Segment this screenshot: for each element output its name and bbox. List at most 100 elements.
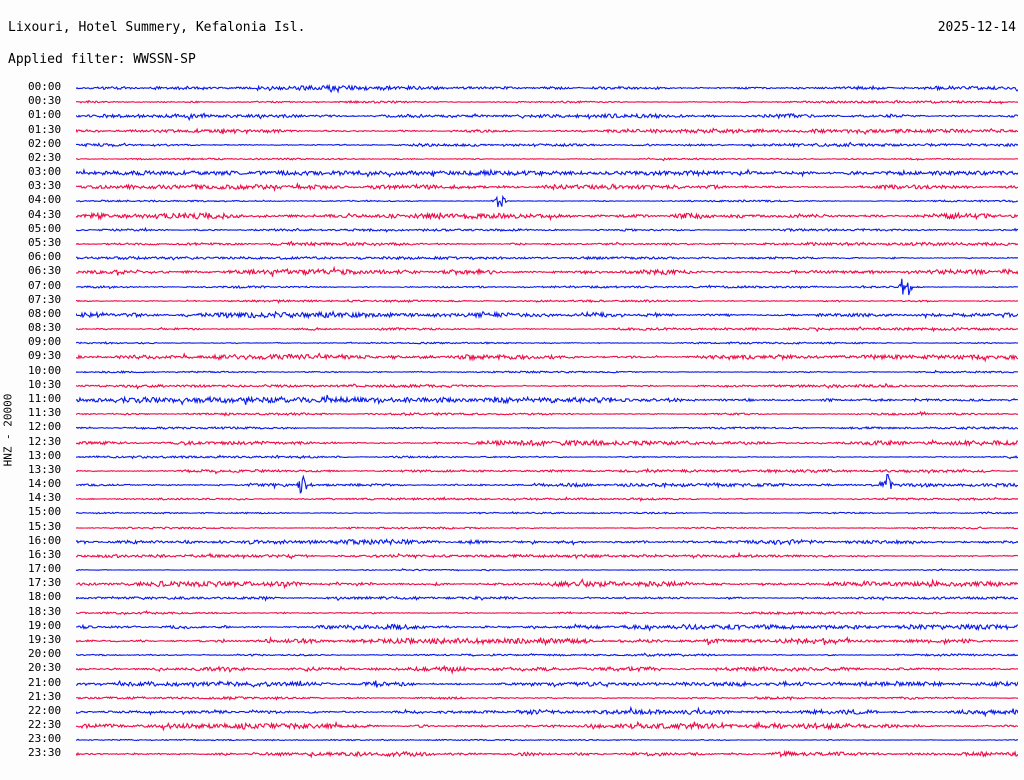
trace-time-label: 09:30 xyxy=(28,349,62,363)
trace-waveform xyxy=(76,474,1018,496)
trace-row: 09:00 xyxy=(0,336,1024,350)
trace-row: 20:00 xyxy=(0,648,1024,662)
trace-waveform xyxy=(76,389,1018,411)
trace-waveform xyxy=(76,403,1018,425)
trace-waveform xyxy=(76,432,1018,454)
trace-row: 11:30 xyxy=(0,407,1024,421)
trace-waveform xyxy=(76,190,1018,212)
trace-time-label: 15:00 xyxy=(28,505,62,519)
trace-waveform xyxy=(76,602,1018,624)
trace-time-label: 19:30 xyxy=(28,633,62,647)
trace-time-label: 04:00 xyxy=(28,193,62,207)
trace-waveform xyxy=(76,261,1018,283)
trace-time-label: 10:30 xyxy=(28,377,62,391)
trace-row: 18:30 xyxy=(0,605,1024,620)
trace-time-label: 09:00 xyxy=(28,335,62,349)
trace-row: 21:30 xyxy=(0,689,1024,705)
trace-waveform xyxy=(76,701,1018,723)
trace-time-label: 22:00 xyxy=(28,703,62,717)
trace-row: 16:00 xyxy=(0,533,1024,549)
trace-row: 12:00 xyxy=(0,421,1024,435)
trace-row: 23:30 xyxy=(0,747,1024,761)
trace-time-label: 05:30 xyxy=(28,235,62,249)
trace-row: 23:00 xyxy=(0,733,1024,747)
trace-row: 01:30 xyxy=(0,122,1024,138)
trace-waveform xyxy=(76,743,1018,765)
trace-waveform xyxy=(76,219,1018,241)
trace-row: 01:00 xyxy=(0,109,1024,123)
trace-waveform xyxy=(76,375,1018,397)
trace-row: 16:30 xyxy=(0,548,1024,563)
trace-row: 17:30 xyxy=(0,577,1024,591)
trace-waveform xyxy=(76,77,1018,99)
trace-row: 19:00 xyxy=(0,618,1024,634)
trace-row: 13:00 xyxy=(0,449,1024,464)
trace-time-label: 19:00 xyxy=(28,618,62,632)
trace-time-label: 12:30 xyxy=(28,434,62,448)
trace-time-label: 01:30 xyxy=(28,122,62,136)
trace-row: 14:30 xyxy=(0,492,1024,506)
trace-time-label: 17:00 xyxy=(28,562,62,576)
trace-waveform xyxy=(76,346,1018,368)
trace-time-label: 21:30 xyxy=(28,689,62,703)
trace-row: 09:30 xyxy=(0,350,1024,364)
trace-row: 04:30 xyxy=(0,207,1024,223)
trace-row: 17:00 xyxy=(0,563,1024,577)
trace-time-label: 11:30 xyxy=(28,406,62,420)
trace-time-label: 01:00 xyxy=(28,108,62,122)
trace-waveform xyxy=(76,361,1018,383)
trace-row: 07:30 xyxy=(0,292,1024,308)
trace-time-label: 10:00 xyxy=(28,363,62,377)
trace-waveform xyxy=(76,644,1018,666)
trace-time-label: 04:30 xyxy=(28,207,62,221)
trace-row: 12:30 xyxy=(0,434,1024,450)
trace-row: 22:30 xyxy=(0,719,1024,733)
trace-waveform xyxy=(76,176,1018,198)
trace-waveform xyxy=(76,148,1018,170)
trace-time-label: 11:00 xyxy=(28,391,62,405)
record-date: 2025-12-14 xyxy=(937,20,1016,35)
trace-waveform xyxy=(76,673,1018,695)
trace-waveform xyxy=(76,531,1018,553)
trace-row: 22:00 xyxy=(0,703,1024,719)
trace-waveform xyxy=(76,658,1018,680)
trace-row: 06:30 xyxy=(0,265,1024,279)
trace-time-label: 05:00 xyxy=(28,221,62,235)
trace-time-label: 06:30 xyxy=(28,264,62,278)
trace-waveform xyxy=(76,687,1018,709)
trace-waveform xyxy=(76,332,1018,354)
applied-filter-label: Applied filter: WWSSN-SP xyxy=(8,52,196,67)
trace-time-label: 16:00 xyxy=(28,533,62,547)
trace-row: 08:30 xyxy=(0,322,1024,336)
trace-time-label: 03:00 xyxy=(28,165,62,179)
trace-waveform xyxy=(76,120,1018,142)
trace-waveform xyxy=(76,247,1018,269)
trace-row: 05:30 xyxy=(0,235,1024,251)
trace-time-label: 02:00 xyxy=(28,136,62,150)
trace-time-label: 07:00 xyxy=(28,278,62,292)
trace-time-label: 07:30 xyxy=(28,292,62,306)
trace-waveform xyxy=(76,488,1018,510)
trace-waveform xyxy=(76,460,1018,482)
trace-waveform xyxy=(76,517,1018,539)
trace-waveform xyxy=(76,290,1018,312)
trace-waveform xyxy=(76,233,1018,255)
header: Lixouri, Hotel Summery, Kefalonia Isl. 2… xyxy=(0,0,1024,78)
trace-time-label: 00:30 xyxy=(28,94,62,108)
trace-time-label: 20:30 xyxy=(28,661,62,675)
trace-time-label: 00:00 xyxy=(28,80,62,93)
trace-waveform xyxy=(76,162,1018,184)
trace-waveform xyxy=(76,616,1018,638)
trace-waveform xyxy=(76,573,1018,595)
trace-waveform xyxy=(76,630,1018,652)
trace-row: 10:30 xyxy=(0,377,1024,393)
trace-row: 00:30 xyxy=(0,95,1024,109)
trace-row: 00:00 xyxy=(0,81,1024,95)
trace-waveform xyxy=(76,91,1018,113)
trace-waveform xyxy=(76,134,1018,156)
trace-time-label: 13:30 xyxy=(28,462,62,476)
trace-waveform xyxy=(76,304,1018,326)
trace-row: 07:00 xyxy=(0,280,1024,294)
trace-row: 13:30 xyxy=(0,462,1024,478)
trace-row: 10:00 xyxy=(0,363,1024,379)
